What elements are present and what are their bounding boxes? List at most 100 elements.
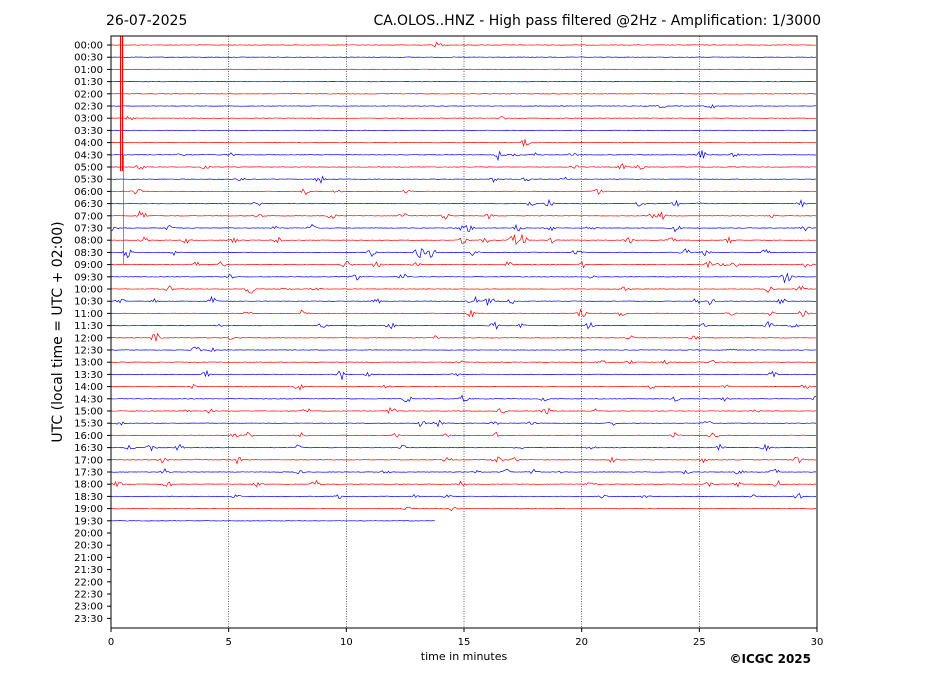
trace-row: [110, 443, 817, 452]
trace-row: [110, 198, 817, 208]
row-label: 13:30: [74, 370, 103, 381]
row-label: 21:30: [74, 565, 103, 576]
trace-row: [110, 129, 817, 132]
row-label: 18:00: [74, 480, 103, 491]
copyright-label: ©ICGC 2025: [729, 652, 811, 666]
row-label: 23:30: [74, 614, 103, 625]
trace-row: [110, 248, 817, 259]
trace-row: [110, 272, 817, 284]
trace-row: [110, 419, 817, 428]
row-label: 01:00: [74, 65, 103, 76]
x-tick-label: 30: [811, 637, 824, 648]
row-label: 04:30: [74, 150, 103, 161]
row-label: 09:30: [74, 272, 103, 283]
row-label: 20:30: [74, 541, 103, 552]
x-axis: 0 5 10 15 20 25 30: [108, 628, 824, 648]
trace-row: [110, 320, 817, 330]
row-label: 08:00: [74, 236, 103, 247]
trace-row: [110, 383, 817, 391]
trace-row: [110, 80, 817, 83]
x-tick-label: 15: [458, 637, 471, 648]
trace-row: [110, 468, 817, 475]
x-tick-label: 25: [693, 637, 706, 648]
row-label: 15:00: [74, 407, 103, 418]
x-tick-label: 5: [225, 637, 231, 648]
trace-row: [110, 506, 817, 512]
trace-row: [110, 359, 817, 365]
row-label: 06:30: [74, 199, 103, 210]
row-label: 11:00: [74, 309, 103, 320]
row-label: 12:30: [74, 346, 103, 357]
row-label: 04:00: [74, 138, 103, 149]
trace-row: [110, 520, 436, 522]
row-label: 10:30: [74, 297, 103, 308]
trace-row: [110, 479, 817, 488]
trace-row: [110, 492, 817, 499]
row-label: 02:00: [74, 89, 103, 100]
trace-row: [110, 175, 817, 184]
row-label: 17:00: [74, 455, 103, 466]
row-label: 22:00: [74, 577, 103, 588]
trace-row: [110, 332, 817, 342]
x-tick-label: 10: [340, 637, 353, 648]
row-label: 01:30: [74, 77, 103, 88]
row-label: 23:00: [74, 602, 103, 613]
trace-row: [110, 234, 817, 246]
row-label: 08:30: [74, 248, 103, 259]
row-label: 19:30: [74, 516, 103, 527]
trace-row: [110, 285, 817, 294]
trace-row: [110, 115, 817, 121]
trace-row: [110, 431, 817, 438]
trace-row: [110, 41, 817, 48]
row-label: 05:00: [74, 163, 103, 174]
row-label: 05:30: [74, 175, 103, 186]
row-label: 17:30: [74, 468, 103, 479]
seismic-traces: [110, 36, 817, 522]
row-label: 16:30: [74, 443, 103, 454]
row-label: 19:00: [74, 504, 103, 515]
row-label: 14:00: [74, 382, 103, 393]
row-label: 03:00: [74, 114, 103, 125]
row-label: 21:00: [74, 553, 103, 564]
trace-row: [110, 346, 817, 352]
trace-row: [110, 406, 817, 415]
row-label: 14:30: [74, 394, 103, 405]
plot-frame: [110, 35, 818, 629]
grid-lines: [228, 36, 700, 628]
trace-row: [110, 163, 817, 170]
trace-row: [110, 223, 817, 233]
trace-row: [110, 150, 817, 162]
trace-row: [110, 68, 817, 71]
trace-row: [110, 210, 817, 221]
row-label: 03:30: [74, 126, 103, 137]
row-label: 15:30: [74, 419, 103, 430]
trace-row: [110, 56, 817, 58]
row-label: 13:00: [74, 358, 103, 369]
big-event-spike: [119, 36, 124, 171]
row-label: 22:30: [74, 590, 103, 601]
date-label: 26-07-2025: [106, 13, 187, 29]
row-label: 16:00: [74, 431, 103, 442]
row-label: 12:00: [74, 333, 103, 344]
trace-row: [110, 369, 817, 380]
trace-row: [110, 308, 817, 318]
trace-row: [110, 93, 817, 95]
row-label: 11:30: [74, 321, 103, 332]
trace-row: [110, 138, 817, 148]
row-label: 00:30: [74, 53, 103, 64]
row-label: 07:00: [74, 211, 103, 222]
row-label: 07:30: [74, 224, 103, 235]
trace-row: [110, 295, 817, 306]
trace-row: [110, 103, 817, 109]
trace-row: [110, 394, 817, 403]
x-tick-label: 0: [108, 637, 114, 648]
trace-row: [110, 260, 817, 269]
row-label: 20:00: [74, 529, 103, 540]
x-tick-label: 20: [575, 637, 588, 648]
row-label: 10:00: [74, 285, 103, 296]
trace-row: [110, 456, 817, 465]
row-label: 02:30: [74, 102, 103, 113]
chart-title: CA.OLOS..HNZ - High pass filtered @2Hz -…: [373, 13, 821, 29]
row-label: 00:00: [74, 41, 103, 52]
